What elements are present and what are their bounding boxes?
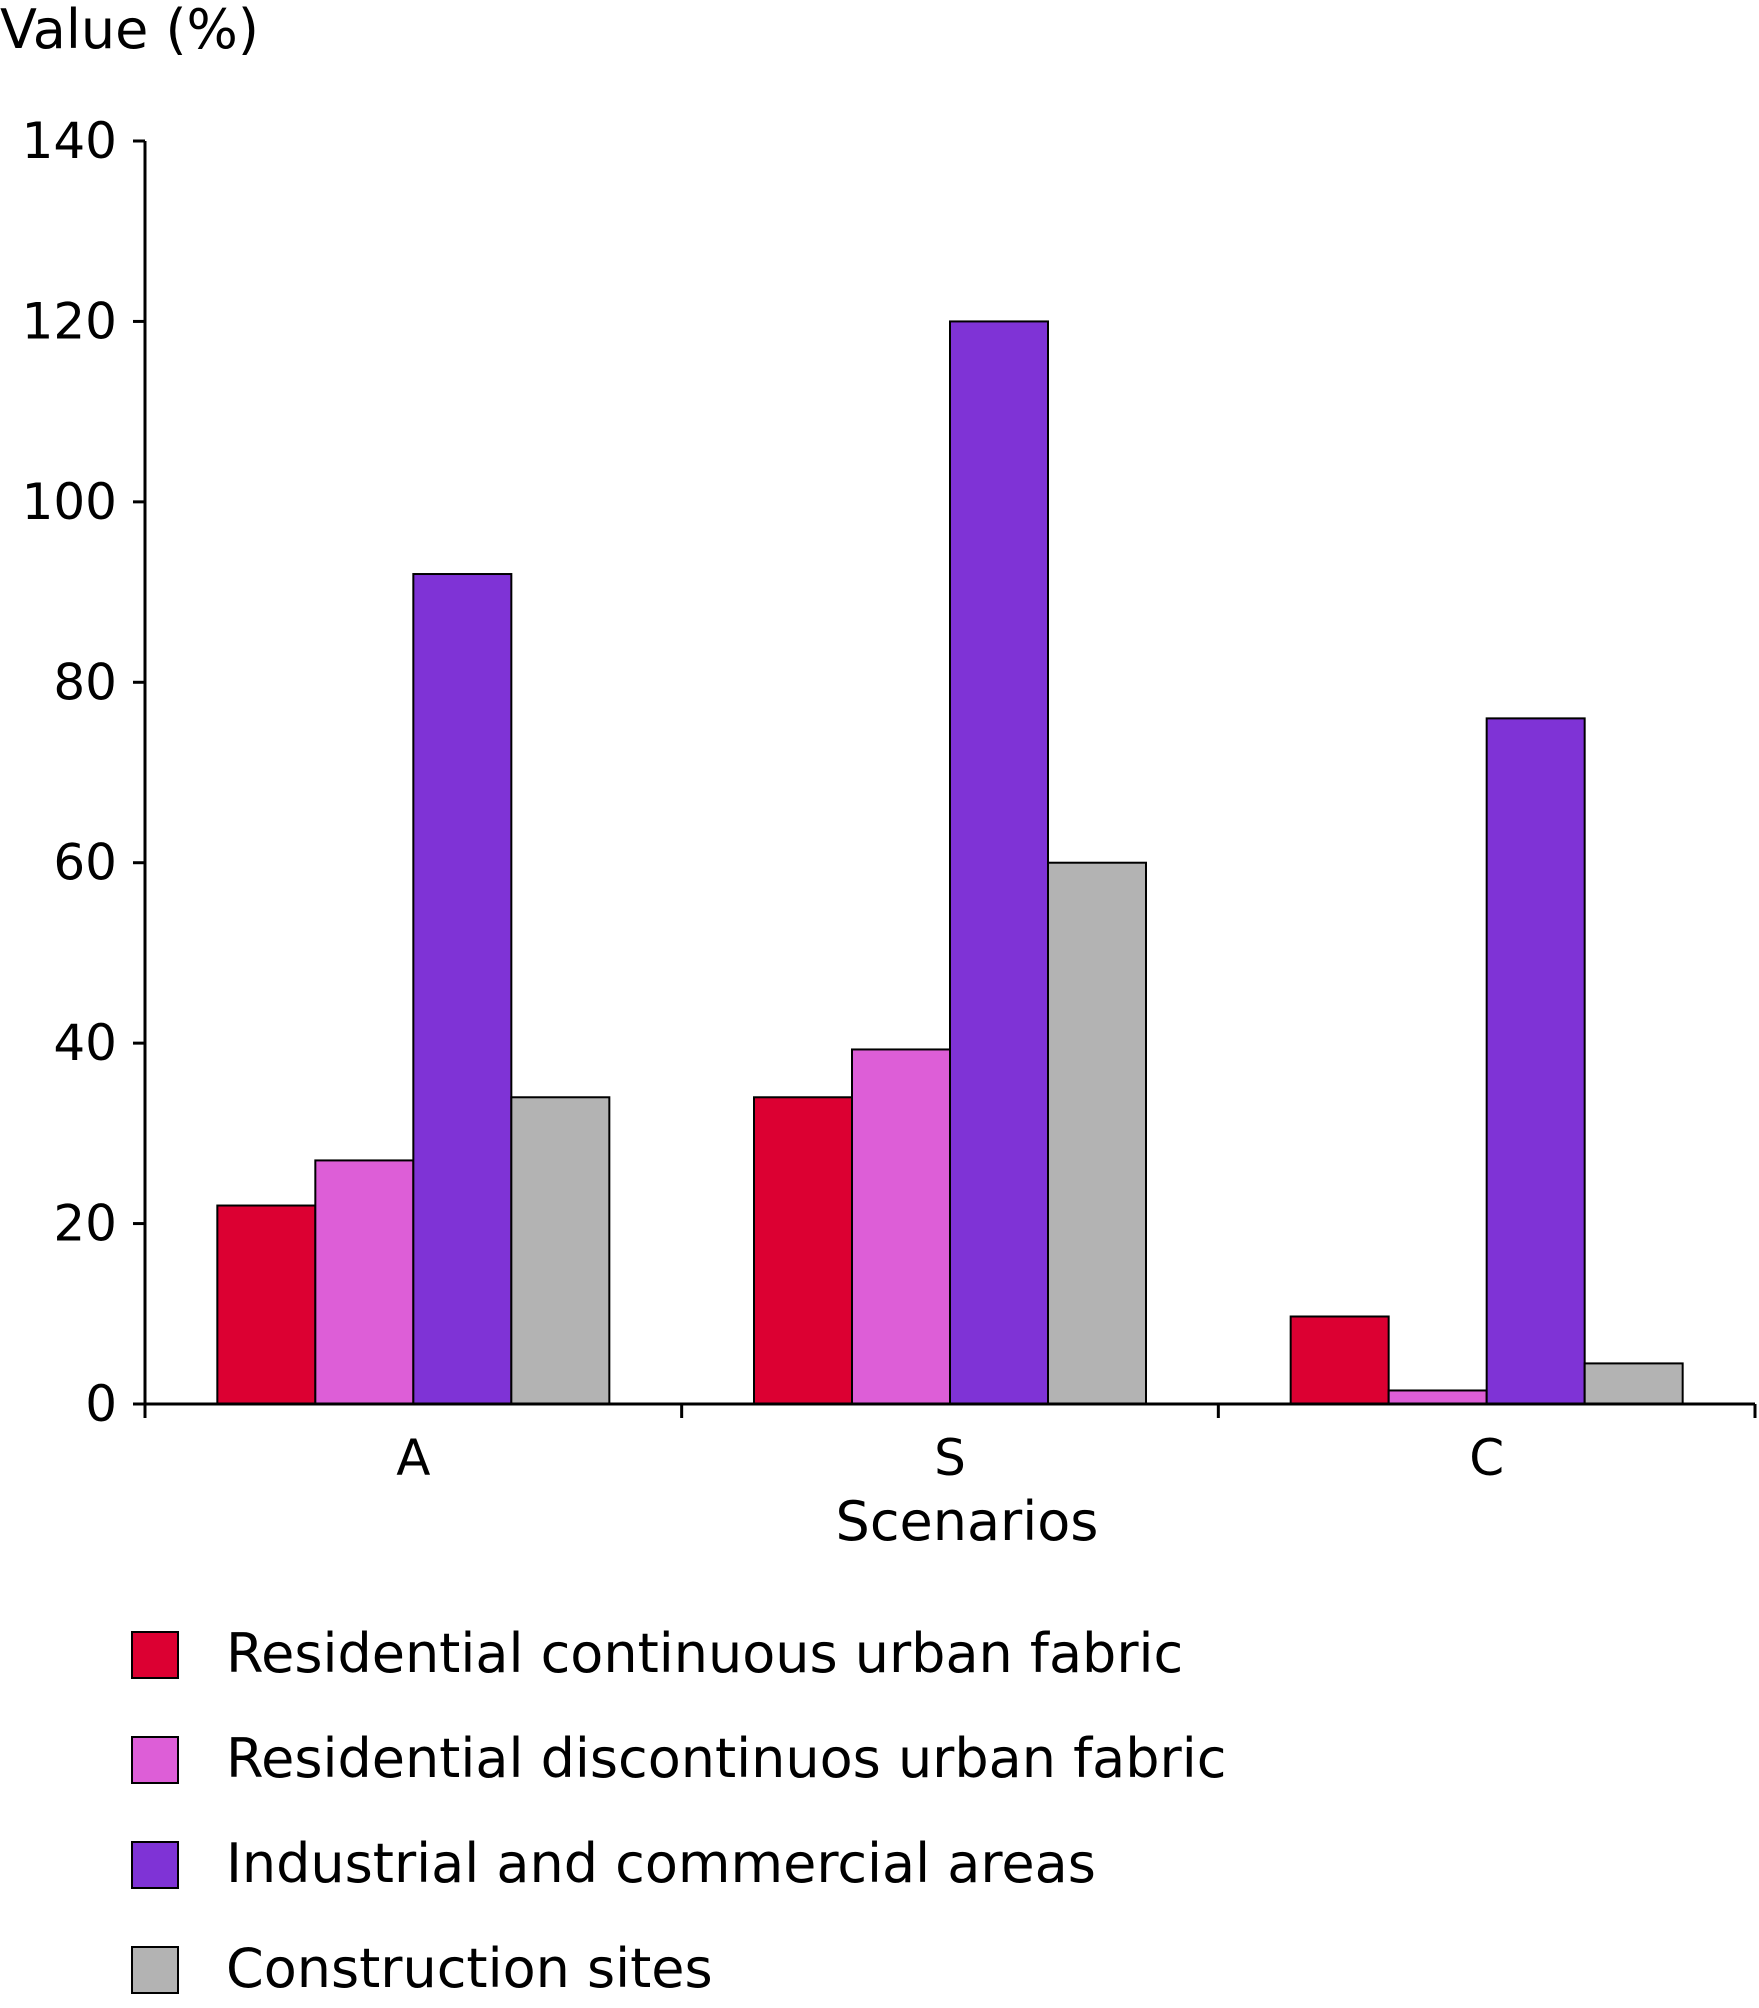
y-axis-title: Value (%) (0, 0, 259, 61)
legend: Residential continuous urban fabric Resid… (131, 1622, 1226, 2000)
y-tick-label: 100 (22, 473, 117, 531)
x-axis-title: Scenarios (836, 1490, 1099, 1553)
legend-label: Residential continuous urban fabric (226, 1622, 1183, 1685)
bar-C-2 (1387, 1389, 1488, 1406)
bar-S-1 (753, 1096, 853, 1406)
y-tick-label: 0 (85, 1375, 117, 1433)
legend-label: Construction sites (226, 1937, 713, 2000)
x-category-label: S (934, 1429, 966, 1487)
y-tick-label: 20 (53, 1195, 117, 1253)
bar-C-4 (1583, 1362, 1684, 1405)
bar-S-2 (851, 1048, 951, 1406)
legend-label: Residential discontinuos urban fabric (226, 1727, 1226, 1790)
y-tick-label: 80 (53, 653, 117, 711)
bar-C-3 (1485, 717, 1586, 1405)
bar-A-3 (412, 573, 513, 1405)
bar-C-1 (1289, 1315, 1390, 1406)
legend-swatch (131, 1841, 179, 1889)
axes-group: 0 20 40 60 80 100 120 140 A S C (22, 112, 1757, 1487)
y-tick-label: 60 (53, 834, 117, 892)
bars-group (216, 320, 1684, 1406)
bar-A-2 (314, 1159, 415, 1405)
bar-A-4 (510, 1096, 611, 1406)
y-tick-label: 140 (22, 112, 117, 170)
y-tick-label: 40 (53, 1014, 117, 1072)
x-category-label: C (1469, 1429, 1504, 1487)
y-tick-label: 120 (22, 292, 117, 350)
legend-swatch (131, 1736, 179, 1784)
legend-label: Industrial and commercial areas (226, 1832, 1096, 1895)
bar-S-4 (1047, 861, 1147, 1405)
bar-A-1 (216, 1204, 317, 1405)
bar-S-3 (949, 320, 1049, 1405)
legend-swatch (131, 1946, 179, 1994)
legend-swatch (131, 1631, 179, 1679)
x-category-label: A (396, 1429, 430, 1487)
